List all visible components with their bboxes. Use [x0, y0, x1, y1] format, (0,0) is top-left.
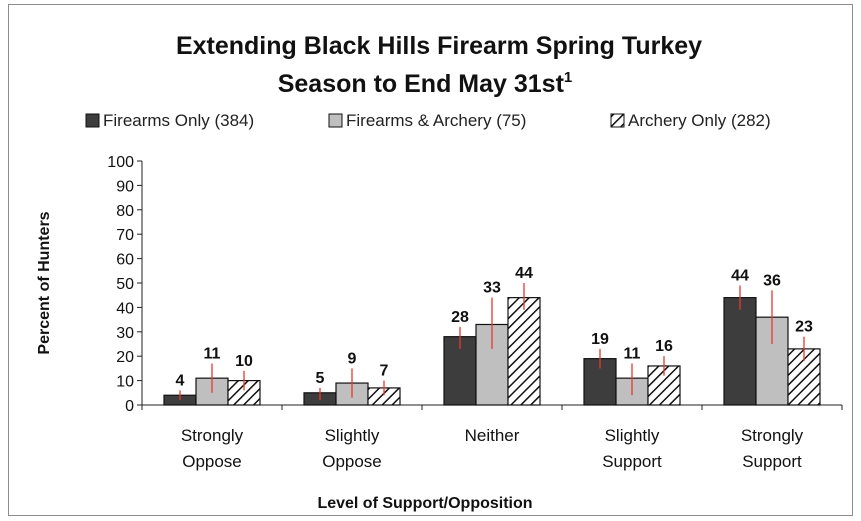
bars: 4 11 10 5 9 7 28 33 44 19 11 16 44 36 23 [163, 265, 821, 406]
bar-chart: Extending Black Hills Firearm Spring Tur… [36, 32, 843, 512]
category-label-line: Oppose [322, 452, 382, 471]
y-tick-label: 80 [116, 203, 134, 220]
data-label: 36 [763, 272, 781, 289]
data-label: 19 [591, 331, 609, 348]
data-label: 11 [204, 346, 221, 363]
y-tick-label: 70 [116, 227, 134, 244]
data-label: 28 [451, 309, 469, 326]
data-label: 5 [316, 370, 325, 387]
category-label-slightly-support: Slightly Support [602, 426, 662, 471]
legend-swatch-archery-only-282 [610, 113, 625, 128]
category-label-line: Strongly [741, 426, 804, 445]
category-label-neither: Neither [465, 426, 520, 445]
legend-label-archery-only-282: Archery Only (282) [628, 111, 771, 130]
chart-title-superscript: 1 [564, 69, 572, 86]
data-label: 33 [483, 280, 501, 297]
category-label-line: Support [742, 452, 802, 471]
chart-title-line2: Season to End May 31st1 [278, 69, 573, 98]
data-label: 44 [515, 265, 533, 282]
x-axis-ticks: Strongly Oppose Slightly Oppose Neither Sligh… [141, 405, 843, 471]
y-tick-label: 0 [125, 398, 134, 415]
legend-label-firearms-only-384: Firearms Only (384) [103, 111, 254, 130]
category-label-line: Strongly [181, 426, 244, 445]
bar-archery-only-282-neither [507, 297, 541, 406]
data-label: 11 [624, 346, 641, 363]
data-label: 7 [380, 363, 389, 380]
data-label: 9 [348, 350, 357, 367]
legend: Firearms Only (384) Firearms & Archery (7… [85, 111, 771, 130]
data-label: 10 [235, 353, 253, 370]
category-label-strongly-support: Strongly Support [741, 426, 804, 471]
x-axis-title: Level of Support/Opposition [317, 495, 532, 512]
data-label: 44 [731, 267, 749, 284]
y-axis-ticks: 0 10 20 30 40 50 60 70 80 90 100 [107, 154, 142, 415]
legend-label-firearms-archery-75: Firearms & Archery (75) [346, 111, 526, 130]
chart-title-line2-text: Season to End May 31st [278, 70, 565, 98]
data-label: 4 [176, 372, 185, 389]
category-label-line: Slightly [325, 426, 380, 445]
chart-frame: Extending Black Hills Firearm Spring Tur… [8, 4, 853, 516]
data-label: 23 [795, 319, 813, 336]
category-label-line: Slightly [605, 426, 660, 445]
chart-title-line1: Extending Black Hills Firearm Spring Tur… [176, 32, 702, 60]
y-tick-label: 50 [116, 276, 134, 293]
y-tick-label: 40 [116, 300, 134, 317]
category-label-line: Neither [465, 426, 520, 445]
data-label: 16 [655, 338, 673, 355]
y-axis-title: Percent of Hunters [36, 211, 53, 354]
bar-firearms-only-384-strongly-support [723, 297, 757, 406]
legend-swatch-firearms-only-384 [85, 113, 100, 128]
y-tick-label: 30 [116, 325, 134, 342]
y-tick-label: 10 [116, 374, 134, 391]
y-tick-label: 60 [116, 252, 134, 269]
legend-swatch-firearms-archery-75 [328, 113, 343, 128]
category-label-slightly-oppose: Slightly Oppose [322, 426, 382, 471]
y-tick-label: 100 [107, 154, 134, 171]
category-label-strongly-oppose: Strongly Oppose [181, 426, 244, 471]
category-label-line: Oppose [182, 452, 242, 471]
y-tick-label: 20 [116, 349, 134, 366]
y-tick-label: 90 [116, 178, 134, 195]
category-label-line: Support [602, 452, 662, 471]
